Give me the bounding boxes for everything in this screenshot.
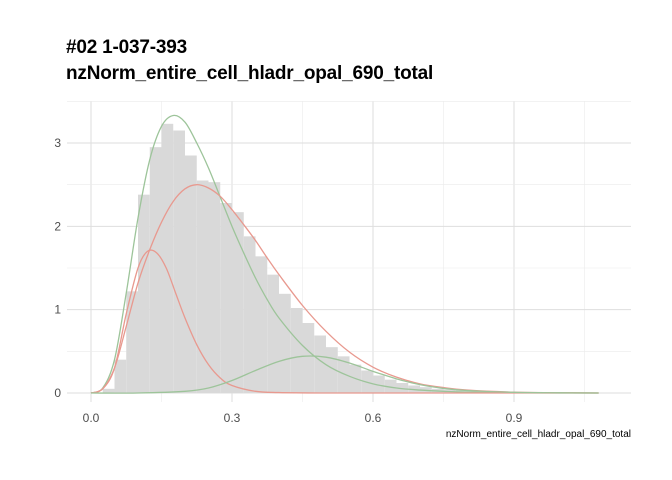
histogram-bar — [173, 130, 185, 393]
histogram-bar — [243, 236, 256, 393]
x-tick-label: 0.6 — [365, 411, 382, 425]
histogram-bar — [396, 383, 409, 393]
y-tick-label: 3 — [54, 136, 61, 150]
x-tick-label: 0.3 — [224, 411, 241, 425]
density-curve-1 — [90, 114, 599, 394]
chart-title-line2: nzNorm_entire_cell_hladr_opal_690_total — [66, 63, 434, 84]
histogram-bar — [149, 147, 162, 393]
y-tick-label: 2 — [54, 219, 61, 233]
histogram-bar — [290, 308, 303, 393]
histogram-bar — [302, 323, 315, 393]
histogram-bar — [279, 293, 291, 393]
histogram-bar — [232, 212, 244, 393]
histogram-bar — [208, 182, 221, 393]
histogram-bar — [337, 356, 350, 393]
histogram-bar — [314, 335, 326, 393]
histogram-bar — [185, 155, 197, 393]
histogram-bar — [326, 347, 338, 393]
histogram-bar — [220, 203, 232, 393]
x-tick-label: 0.9 — [506, 411, 523, 425]
y-tick-label: 1 — [54, 303, 61, 317]
density-curve-4 — [90, 355, 599, 394]
histogram-bars — [102, 123, 597, 393]
histogram-bar — [267, 274, 279, 393]
histogram-bar — [161, 123, 174, 393]
x-axis-title: nzNorm_entire_cell_hladr_opal_690_total — [446, 429, 631, 440]
histogram-bar — [373, 375, 385, 393]
histogram-bar — [196, 180, 209, 393]
x-tick-label: 0.0 — [83, 411, 100, 425]
x-axis-ticks: 0.0 0.3 0.6 0.9 — [83, 411, 523, 425]
histogram-bar — [126, 291, 138, 393]
density-curve-2 — [90, 184, 599, 394]
y-axis-ticks: 0 1 2 3 — [54, 136, 61, 400]
density-curves — [90, 114, 599, 394]
histogram-bar — [384, 379, 397, 393]
histogram-bar — [114, 359, 127, 393]
histogram-bar — [138, 194, 150, 393]
y-tick-label: 0 — [54, 386, 61, 400]
histogram-bar — [102, 388, 115, 393]
chart-title-line1: #02 1-037-393 — [66, 37, 188, 58]
density-curve-3 — [90, 249, 599, 394]
histogram-bar — [255, 256, 268, 393]
